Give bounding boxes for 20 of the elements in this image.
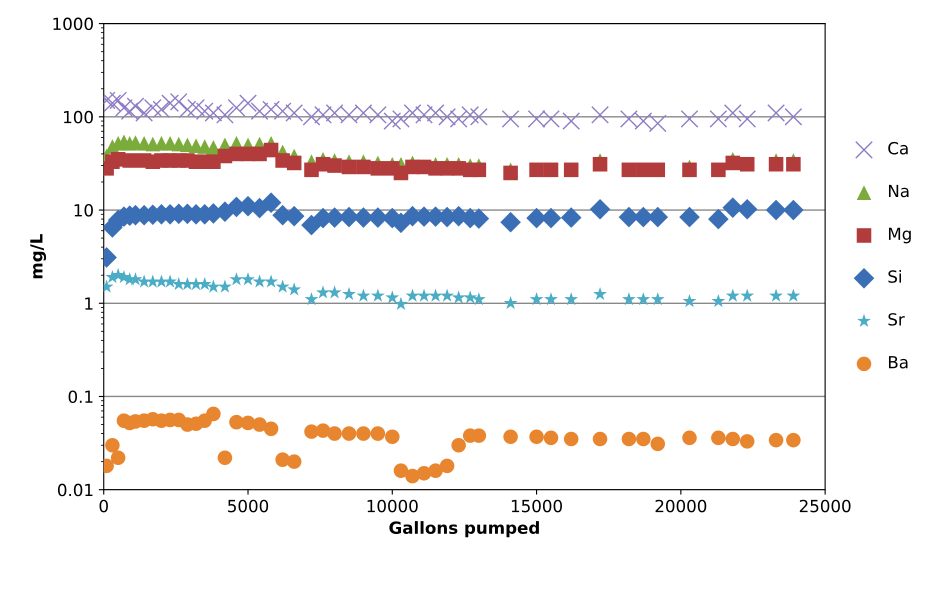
y-tick-label: 100 bbox=[64, 110, 93, 124]
legend-label: Sr bbox=[888, 313, 905, 326]
y-tick-label: 0.1 bbox=[68, 390, 92, 404]
y-tick-label: 1000 bbox=[53, 18, 93, 30]
legend-label: Na bbox=[888, 184, 909, 198]
x-tick-label: 20000 bbox=[656, 500, 706, 512]
x-tick-label: 5000 bbox=[228, 500, 268, 512]
legend-label: Mg bbox=[888, 228, 911, 244]
x-tick-label: 10000 bbox=[368, 500, 418, 512]
y-tick-label: 0.01 bbox=[58, 484, 92, 496]
legend-label: Si bbox=[888, 270, 901, 283]
y-axis-title: mg/L bbox=[30, 234, 46, 278]
y-tick-label: 1 bbox=[85, 297, 92, 310]
legend-label: Ba bbox=[888, 356, 908, 368]
x-tick-label: 15000 bbox=[512, 500, 562, 512]
legend-label: Ca bbox=[888, 142, 908, 154]
x-tick-label: 25000 bbox=[800, 500, 851, 512]
x-tick-label: 0 bbox=[100, 500, 108, 512]
x-axis-title: Gallons pumped bbox=[389, 521, 539, 538]
y-tick-label: 10 bbox=[74, 204, 93, 217]
